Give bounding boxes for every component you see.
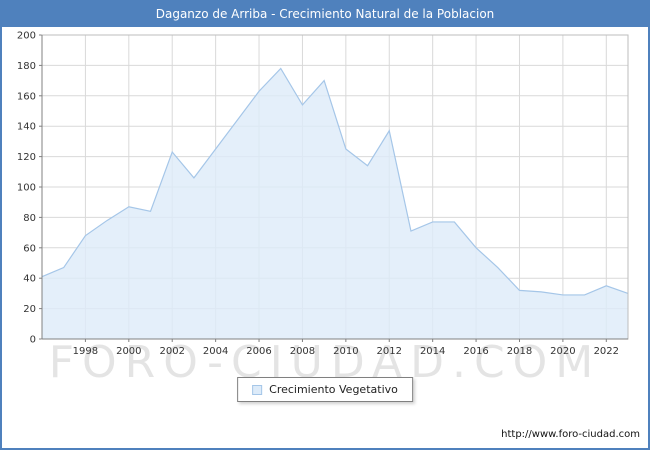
svg-text:2022: 2022: [594, 346, 619, 357]
svg-text:1998: 1998: [73, 346, 98, 357]
svg-text:2018: 2018: [507, 346, 532, 357]
svg-text:2004: 2004: [203, 346, 228, 357]
svg-text:120: 120: [17, 152, 36, 163]
svg-text:140: 140: [17, 122, 36, 133]
svg-text:2016: 2016: [463, 346, 488, 357]
svg-text:2020: 2020: [550, 346, 575, 357]
svg-text:2014: 2014: [420, 346, 445, 357]
legend-swatch-icon: [252, 384, 263, 395]
chart-title: Daganzo de Arriba - Crecimiento Natural …: [155, 7, 495, 21]
legend-label: Crecimiento Vegetativo: [269, 383, 398, 396]
svg-text:20: 20: [23, 304, 36, 315]
svg-text:2000: 2000: [116, 346, 141, 357]
svg-text:180: 180: [17, 61, 36, 72]
area-chart-svg: 0 20 40 60 80 100 120 140 160 180 200 1998 2000 2002 2…: [17, 31, 629, 357]
title-bar: Daganzo de Arriba - Crecimiento Natural …: [2, 2, 648, 27]
legend: Crecimiento Vegetativo: [237, 377, 413, 402]
svg-text:160: 160: [17, 91, 36, 102]
svg-text:100: 100: [17, 183, 36, 194]
svg-text:2012: 2012: [377, 346, 402, 357]
svg-text:2008: 2008: [290, 346, 315, 357]
svg-text:200: 200: [17, 31, 36, 42]
svg-text:2006: 2006: [246, 346, 271, 357]
svg-text:2010: 2010: [333, 346, 358, 357]
svg-text:0: 0: [30, 335, 36, 346]
svg-text:80: 80: [23, 213, 36, 224]
svg-text:2002: 2002: [159, 346, 184, 357]
chart-area: 0 20 40 60 80 100 120 140 160 180 200 1998 2000 2002 2…: [2, 27, 648, 448]
svg-text:60: 60: [23, 243, 36, 254]
footer-url-link[interactable]: http://www.foro-ciudad.com: [501, 429, 640, 440]
svg-text:40: 40: [23, 274, 36, 285]
